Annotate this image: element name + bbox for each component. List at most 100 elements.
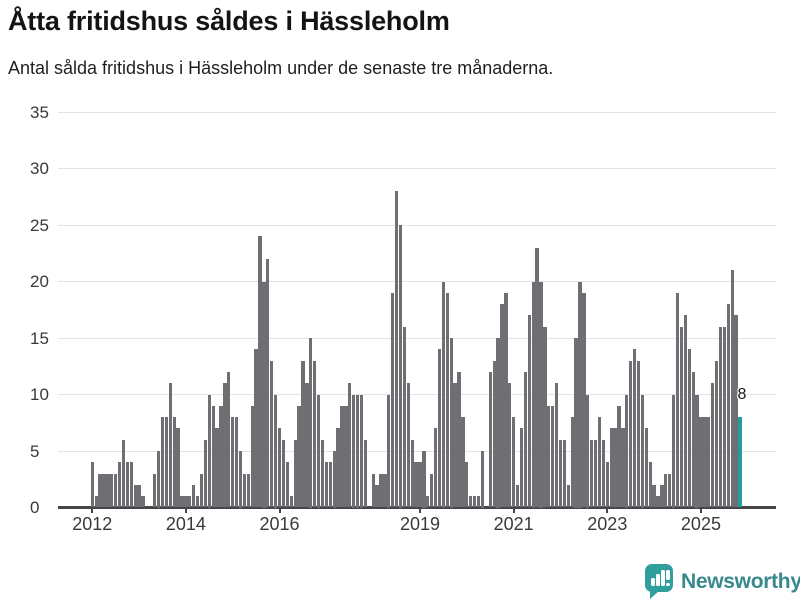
bar	[164, 417, 169, 508]
bar	[597, 417, 602, 508]
bar	[231, 417, 235, 508]
bar	[527, 315, 531, 508]
bar-chart-glyph-bar2	[656, 574, 660, 586]
x-axis-label-2023: 2023	[587, 514, 628, 534]
x-axis-tick-2025	[699, 508, 702, 513]
bar	[160, 417, 165, 508]
bar	[254, 349, 258, 508]
bar	[570, 417, 574, 508]
bar	[574, 338, 578, 508]
bar	[648, 462, 652, 508]
bar	[363, 439, 368, 508]
y-axis-label-15: 15	[30, 328, 49, 348]
bar	[289, 496, 293, 508]
x-axis-label-2014: 2014	[165, 514, 206, 534]
x-axis-tick-2016	[278, 508, 281, 513]
newsworthy-logo[interactable]: Newsworthy	[644, 562, 800, 599]
bar	[129, 462, 133, 508]
bar	[262, 281, 266, 508]
bar	[640, 394, 645, 508]
speech-bubble-tail	[650, 591, 659, 599]
bar	[523, 371, 528, 508]
bar	[453, 383, 457, 508]
gridline-y20	[58, 281, 776, 282]
bar	[98, 473, 102, 508]
x-axis-tick-2023	[606, 508, 609, 513]
bar	[457, 371, 461, 508]
bar	[172, 417, 176, 508]
bar	[726, 304, 730, 508]
bar	[469, 496, 473, 508]
bar	[629, 360, 633, 508]
bar	[203, 439, 208, 508]
bar	[211, 405, 215, 508]
bar	[121, 439, 126, 508]
y-axis-label-5: 5	[30, 441, 40, 461]
y-axis-label-10: 10	[30, 385, 49, 404]
newsworthy-logo-text: Newsworthy	[681, 570, 800, 593]
bar	[734, 315, 738, 508]
bar	[184, 496, 188, 508]
bar	[488, 371, 492, 508]
bar	[535, 247, 539, 508]
bar	[476, 496, 481, 508]
x-axis-label-2025: 2025	[680, 514, 721, 534]
x-axis-tick-2021	[512, 508, 515, 513]
bar	[683, 315, 687, 508]
bar	[632, 349, 637, 508]
bar	[718, 326, 723, 508]
bar	[398, 225, 403, 508]
x-axis-label-2019: 2019	[399, 514, 441, 534]
bar	[168, 383, 172, 508]
bar	[410, 439, 414, 508]
bar	[504, 292, 508, 508]
bar	[192, 484, 196, 508]
bar	[426, 496, 430, 508]
bar-chart-glyph-bar3	[661, 570, 665, 586]
x-axis-label-2012: 2012	[72, 514, 113, 534]
bar	[547, 405, 551, 508]
bar	[332, 451, 336, 508]
bar	[551, 405, 555, 508]
bar	[449, 338, 453, 508]
gridline-y25	[58, 224, 776, 226]
gridline-y35	[58, 111, 776, 113]
bar	[445, 292, 449, 508]
bar	[652, 484, 656, 508]
bar	[691, 371, 695, 508]
bar	[102, 473, 106, 508]
bar	[188, 496, 192, 508]
bar	[703, 417, 707, 508]
bar	[153, 473, 157, 508]
x-axis-tick-2019	[419, 508, 422, 513]
bar	[707, 417, 711, 508]
bar	[305, 383, 309, 508]
chart-title: Åtta fritidshus såldes i Hässleholm	[8, 6, 450, 36]
bar	[441, 281, 446, 508]
bar	[492, 360, 496, 508]
bar	[519, 428, 524, 508]
bar	[277, 428, 282, 508]
bar	[625, 394, 629, 508]
bar	[110, 473, 114, 508]
bar	[508, 383, 512, 508]
gridline-y5	[58, 450, 776, 452]
bar	[605, 462, 609, 508]
bar	[730, 270, 734, 508]
bar	[586, 394, 590, 508]
gridline-y10	[58, 394, 776, 395]
bar	[660, 484, 664, 508]
bar	[480, 451, 485, 508]
bar	[242, 473, 247, 508]
bar	[500, 304, 504, 508]
bar	[219, 405, 223, 508]
bar	[465, 462, 469, 508]
bar	[293, 439, 297, 508]
bar	[156, 451, 161, 508]
highlighted-bar	[738, 417, 742, 508]
bar	[379, 473, 383, 508]
bar	[258, 236, 262, 508]
exclamation-icon-dot	[666, 582, 670, 586]
chart-subtitle: Antal sålda fritidshus i Hässleholm unde…	[8, 58, 554, 78]
bar	[593, 439, 598, 508]
